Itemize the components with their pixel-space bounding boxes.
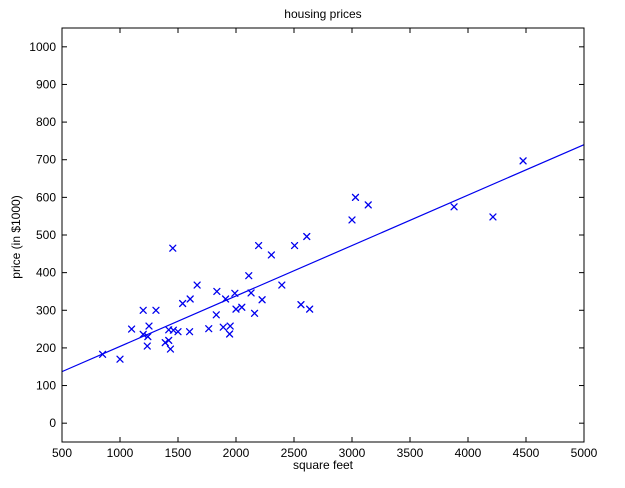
data-point-marker: [267, 251, 276, 259]
data-point-marker: [185, 328, 194, 336]
data-point-marker: [226, 322, 234, 330]
data-point-marker: [213, 287, 221, 296]
chart-title: housing prices: [284, 7, 361, 21]
data-point-marker: [245, 271, 253, 280]
data-point-marker: [145, 322, 153, 330]
data-point-marker: [143, 342, 151, 350]
data-point-marker: [205, 325, 213, 333]
y-tick-label: 1000: [29, 40, 56, 54]
data-point-marker: [161, 338, 169, 347]
x-tick-label: 1000: [107, 446, 134, 460]
y-tick-label: 400: [36, 266, 56, 280]
data-point-marker: [348, 216, 356, 224]
data-point-marker: [519, 157, 527, 165]
data-point-marker: [231, 289, 239, 297]
x-tick-label: 1500: [165, 446, 192, 460]
y-axis-label: price (in $1000): [9, 195, 23, 278]
x-tick-label: 3500: [397, 446, 424, 460]
data-point-marker: [139, 306, 147, 314]
data-point-marker: [232, 305, 240, 313]
data-point-marker: [250, 309, 259, 317]
data-point-marker: [174, 328, 182, 336]
data-point-marker: [221, 295, 230, 303]
x-tick-label: 4500: [513, 446, 540, 460]
y-tick-label: 300: [36, 303, 56, 317]
data-point-marker: [278, 281, 286, 289]
x-tick-label: 3000: [339, 446, 366, 460]
plot-border: [61, 27, 585, 443]
x-tick-label: 2000: [223, 446, 250, 460]
data-point-marker: [139, 330, 147, 339]
y-tick-label: 500: [36, 228, 56, 242]
x-axis-label: square feet: [293, 458, 354, 472]
data-point-marker: [98, 350, 107, 358]
data-point-marker: [303, 232, 311, 241]
axis-ticks: [61, 28, 585, 442]
y-tick-label: 900: [36, 77, 56, 91]
data-point-marker: [144, 332, 152, 341]
data-point-marker: [166, 345, 175, 353]
data-point-marker: [127, 325, 136, 333]
y-tick-label: 800: [36, 115, 56, 129]
data-point-marker: [225, 330, 234, 338]
data-point-marker: [297, 300, 305, 309]
data-point-marker: [169, 244, 177, 252]
data-point-marker: [186, 295, 194, 303]
data-point-marker: [351, 193, 360, 202]
y-tick-label: 200: [36, 341, 56, 355]
y-tick-label: 600: [36, 190, 56, 204]
data-point-marker: [489, 213, 497, 221]
data-point-marker: [247, 289, 255, 297]
y-tick-label: 700: [36, 153, 56, 167]
data-point-marker: [254, 241, 263, 250]
data-point-marker: [212, 311, 220, 319]
x-tick-label: 2500: [281, 446, 308, 460]
data-point-marker: [169, 326, 178, 334]
x-tick-label: 500: [52, 446, 72, 460]
data-point-marker: [116, 355, 124, 363]
data-point-marker: [165, 336, 173, 345]
y-tick-label: 100: [36, 379, 56, 393]
y-tick-label: 0: [49, 416, 56, 430]
data-point-marker: [306, 305, 314, 313]
data-point-marker: [178, 299, 187, 308]
data-point-marker: [238, 303, 246, 311]
data-point-marker: [258, 296, 266, 304]
data-point-marker: [364, 201, 372, 209]
x-tick-label: 5000: [571, 446, 598, 460]
data-point-marker: [290, 241, 299, 250]
data-point-marker: [193, 281, 201, 289]
data-point-marker: [219, 323, 227, 331]
data-series: [61, 144, 585, 373]
data-point-marker: [450, 203, 458, 211]
data-point-marker: [152, 306, 160, 314]
x-tick-label: 4000: [455, 446, 482, 460]
axis-tick-labels: 500 1000 1500 2000 2500 3000 3500 4000 4500 5000 0…: [29, 40, 597, 460]
fit-line: [61, 144, 585, 373]
